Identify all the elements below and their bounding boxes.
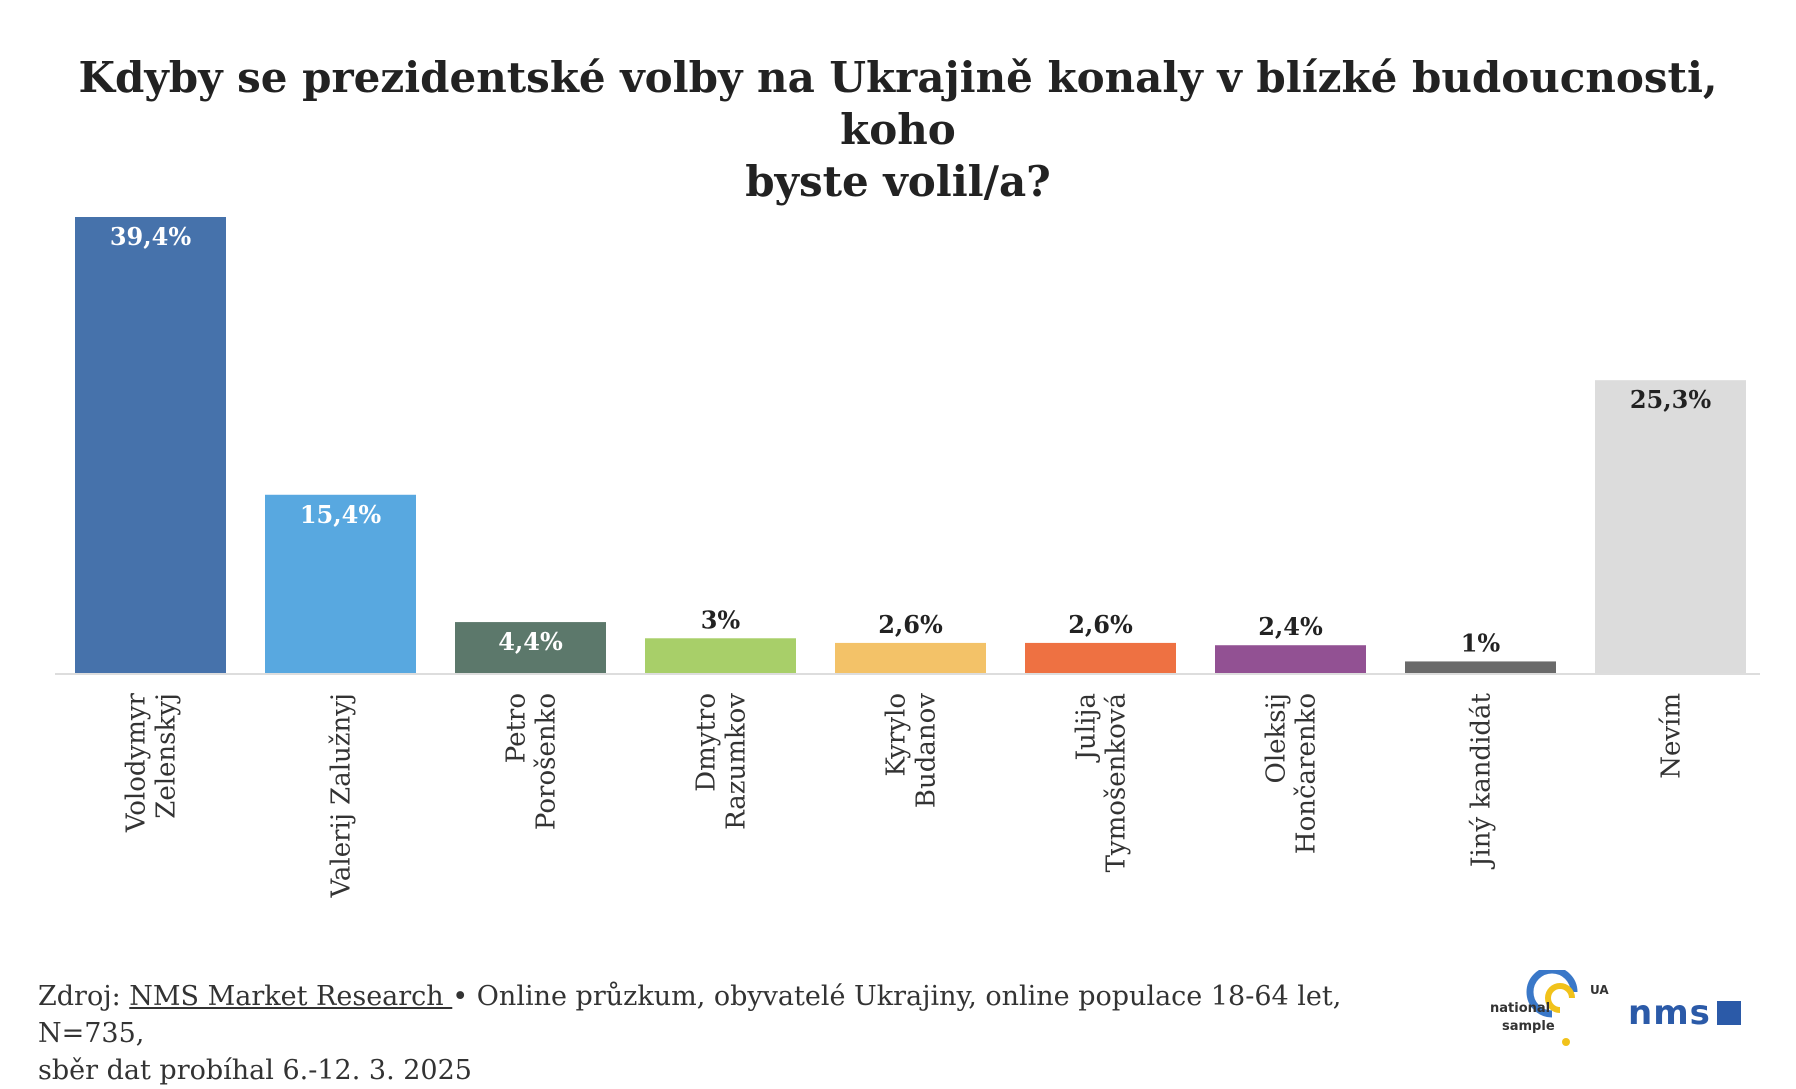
x-tick-label-3: Dmytro Razumkov [692,693,752,830]
x-tick-label-line: Kyrylo [882,693,912,777]
bar-3 [645,638,796,673]
x-tick-label-line: Jiný kandidát [1467,692,1497,870]
x-tick-label-line: Julija [1072,693,1102,763]
x-tick-label-line: Tymošenková [1102,693,1132,872]
x-tick-label-line: Hončarenko [1292,693,1322,854]
data-label-0: 39,4% [110,222,191,251]
data-label-7: 1% [1461,628,1501,657]
x-tick-label-line: Razumkov [722,693,752,830]
data-label-8: 25,3% [1630,385,1711,414]
bar-7 [1405,661,1556,673]
x-tick-label-6: Oleksij Hončarenko [1262,693,1322,854]
bar-5 [1025,642,1176,673]
x-tick-label-line: Volodymyr [122,692,152,833]
x-tick-label-line: Dmytro [692,693,722,792]
source-details: • Online průzkum, obyvatelé Ukrajiny, on… [38,981,1342,1049]
x-tick-label-line: Porošenko [532,693,562,830]
chart-title-line-2: byste volil/a? [745,157,1051,206]
x-tick-label-line: Zelenskyj [152,693,182,819]
x-tick-label-line: Nevím [1657,693,1687,779]
bar-6 [1215,645,1366,673]
data-label-3: 3% [701,605,741,634]
ua-tag: UA [1590,983,1609,997]
x-tick-label-0: Volodymyr Zelenskyj [122,692,182,833]
data-label-5: 2,6% [1068,610,1133,639]
bar-8 [1595,380,1746,673]
source-prefix: Zdroj: [38,981,130,1012]
x-tick-label-8: Nevím [1657,693,1687,779]
bar-4 [835,642,986,673]
x-tick-label-4: Kyrylo Budanov [882,693,942,808]
source-line-1: Zdroj: NMS Market Research • Online průz… [38,978,1438,1052]
source-footer: Zdroj: NMS Market Research • Online průz… [38,978,1438,1089]
nms-logo: nms [1628,993,1741,1033]
data-label-1: 15,4% [300,500,381,529]
nms-logo-square-icon [1716,1001,1741,1025]
chart-title: Kdyby se prezidentské volby na Ukrajině … [40,52,1756,208]
source-link[interactable]: NMS Market Research [129,981,453,1012]
bar-2 [455,622,606,673]
bar-1 [265,494,416,673]
national-word: national [1490,1001,1550,1016]
data-label-4: 2,6% [878,610,943,639]
sample-word: sample [1502,1019,1555,1034]
nms-logo-text: nms [1628,993,1711,1033]
x-tick-label-2: Petro Porošenko [502,693,562,830]
bar-chart: 39,4% Volodymyr Zelenskyj 15,4% Valerij Zalu… [55,217,1760,898]
x-tick-label-line: Budanov [912,693,942,808]
x-tick-label-line: Petro [502,693,532,763]
chart-title-line-1: Kdyby se prezidentské volby na Ukrajině … [78,53,1718,154]
x-tick-label-line: Oleksij [1262,693,1292,784]
x-tick-label-5: Julija Tymošenková [1072,693,1132,872]
x-tick-label-line: Valerij Zalužnyj [327,693,357,898]
source-line-2: sběr dat probíhal 6.-12. 3. 2025 [38,1055,472,1086]
data-label-2: 4,4% [498,627,563,656]
x-tick-label-7: Jiný kandidát [1467,692,1497,870]
x-tick-label-1: Valerij Zalužnyj [327,693,357,898]
data-label-6: 2,4% [1258,612,1323,641]
national-sample-logo: national sample UA [1490,970,1609,1046]
bar-0 [75,217,226,673]
